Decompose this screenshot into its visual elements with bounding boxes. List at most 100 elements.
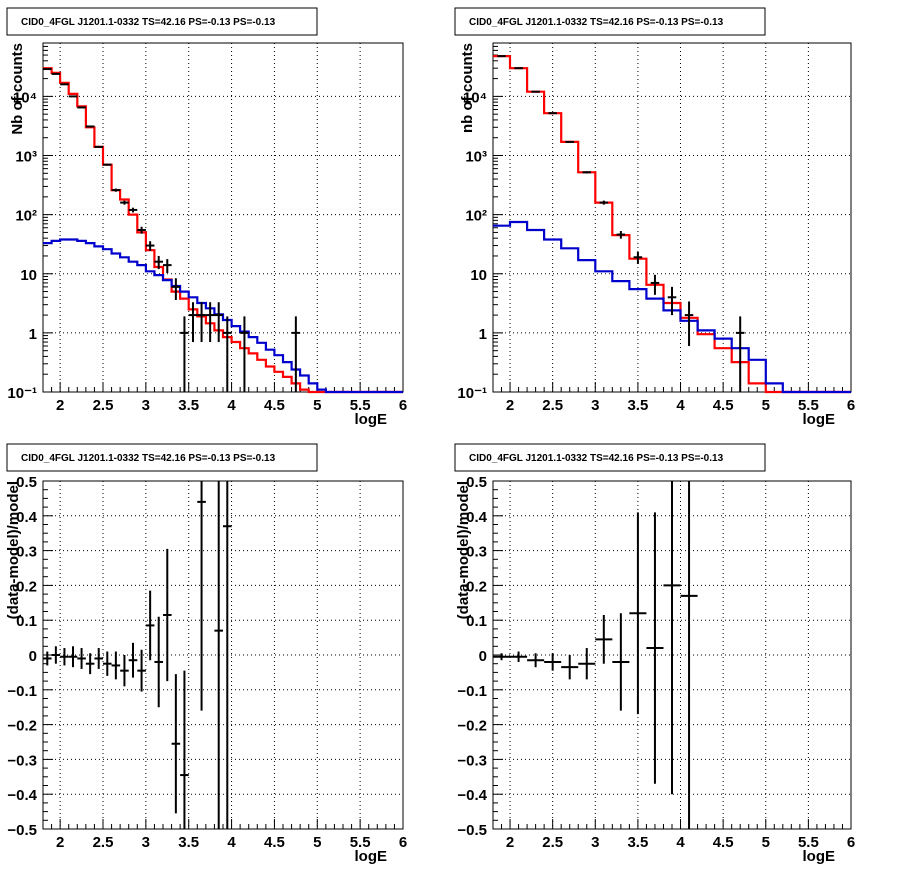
data-point: [291, 316, 301, 392]
data-point: [527, 653, 545, 668]
y-tick-label: 10⁻¹: [7, 385, 37, 402]
data-point: [103, 651, 112, 676]
data-point: [544, 653, 562, 671]
y-tick-label: 0.4: [466, 509, 488, 526]
x-tick-label: 2: [56, 834, 64, 851]
y-tick-label: −0.2: [457, 718, 487, 735]
data-point: [180, 316, 189, 392]
x-tick-label: 5.5: [350, 834, 371, 851]
y-tick-label: −0.1: [7, 683, 37, 700]
chart-title: CID0_4FGL J1201.1-0332 TS=42.16 PS=-0.13…: [21, 453, 276, 464]
y-tick-label: 0.4: [16, 509, 38, 526]
data-point: [565, 140, 574, 143]
data-point: [51, 646, 61, 664]
y-tick-label: 10: [20, 267, 37, 284]
data-point: [171, 674, 181, 814]
x-tick-label: 4.5: [264, 834, 285, 851]
y-axis-label: (data-model)/model: [5, 481, 22, 619]
chart-title: CID0_4FGL J1201.1-0332 TS=42.16 PS=-0.13…: [21, 17, 276, 28]
data-point: [223, 481, 232, 829]
data-point: [493, 653, 511, 661]
chart-title: CID0_4FGL J1201.1-0332 TS=42.16 PS=-0.13…: [469, 17, 724, 28]
data-point: [205, 302, 215, 343]
y-tick-label: 0.2: [16, 578, 37, 595]
data-point: [629, 512, 647, 715]
data-point: [240, 316, 249, 392]
data-point: [548, 112, 557, 115]
data-point: [680, 481, 698, 829]
data-point: [128, 207, 138, 213]
y-tick-label: 0.1: [466, 613, 487, 630]
y-tick-label: 10³: [15, 149, 37, 166]
x-tick-label: 2.5: [542, 397, 563, 414]
data-point: [111, 188, 121, 192]
x-tick-label: 4.5: [264, 397, 285, 414]
x-tick-label: 5: [762, 834, 770, 851]
x-tick-label: 6: [399, 834, 407, 851]
x-tick-label: 3.5: [627, 397, 648, 414]
y-tick-label: 0.2: [466, 578, 487, 595]
y-tick-label: 0: [29, 648, 37, 665]
data-point: [735, 316, 745, 392]
y-tick-label: 0.5: [466, 474, 487, 491]
x-tick-label: 3: [142, 834, 150, 851]
y-tick-label: −0.4: [7, 787, 37, 804]
x-tick-label: 3.5: [178, 397, 199, 414]
data-point: [145, 241, 155, 251]
plot-frame: [42, 42, 404, 393]
data-point: [94, 648, 103, 669]
x-tick-label: 4.5: [713, 397, 734, 414]
x-tick-label: 6: [847, 397, 855, 414]
y-tick-label: 10⁴: [13, 89, 37, 106]
data-point: [85, 125, 95, 128]
data-point: [77, 648, 86, 669]
y-tick-label: 0.1: [16, 613, 37, 630]
data-point: [111, 651, 121, 680]
data-point: [77, 106, 86, 109]
data-point: [163, 259, 172, 273]
data-point: [163, 548, 172, 682]
x-tick-label: 4.5: [713, 834, 734, 851]
data-point: [60, 648, 69, 666]
y-tick-label: 10²: [15, 208, 37, 225]
data-point: [197, 302, 206, 343]
x-tick-label: 3.5: [627, 834, 648, 851]
y-tick-label: 0.5: [16, 474, 37, 491]
x-tick-label: 2.5: [542, 834, 563, 851]
x-tick-label: 2: [506, 834, 514, 851]
title-box: [454, 7, 766, 36]
title-box: [6, 7, 318, 36]
plot-frame: [492, 42, 852, 393]
y-tick-label: −0.2: [7, 718, 37, 735]
x-tick-label: 3.5: [178, 834, 199, 851]
title-box: [454, 443, 766, 472]
x-tick-label: 2.5: [93, 834, 114, 851]
data-point: [561, 655, 579, 680]
x-axis-label: logE: [803, 848, 836, 865]
y-tick-label: 0.3: [466, 544, 487, 561]
y-tick-label: 1: [479, 326, 487, 343]
x-tick-label: 5: [762, 397, 770, 414]
x-tick-label: 5: [313, 397, 321, 414]
data-point: [599, 200, 609, 205]
chart-title: CID0_4FGL J1201.1-0332 TS=42.16 PS=-0.13…: [469, 453, 724, 464]
x-tick-label: 2: [506, 397, 514, 414]
data-point: [650, 274, 660, 295]
y-tick-label: −0.5: [457, 822, 487, 839]
data-point: [94, 145, 103, 148]
x-axis-label: logE: [803, 411, 836, 428]
x-tick-label: 6: [399, 397, 407, 414]
data-point: [646, 512, 664, 784]
x-tick-label: 5.5: [798, 834, 819, 851]
title-box: [6, 443, 318, 472]
x-tick-label: 5.5: [798, 397, 819, 414]
data-point: [145, 590, 155, 661]
series-line-2: [43, 238, 403, 394]
chart-panel-1: CID0_4FGL J1201.1-0332 TS=42.16 PS=-0.13…: [6, 7, 407, 428]
x-tick-label: 3: [142, 397, 150, 414]
data-point: [171, 278, 181, 300]
x-tick-label: 5.5: [350, 397, 371, 414]
data-point: [120, 655, 129, 687]
x-tick-label: 3: [591, 397, 599, 414]
